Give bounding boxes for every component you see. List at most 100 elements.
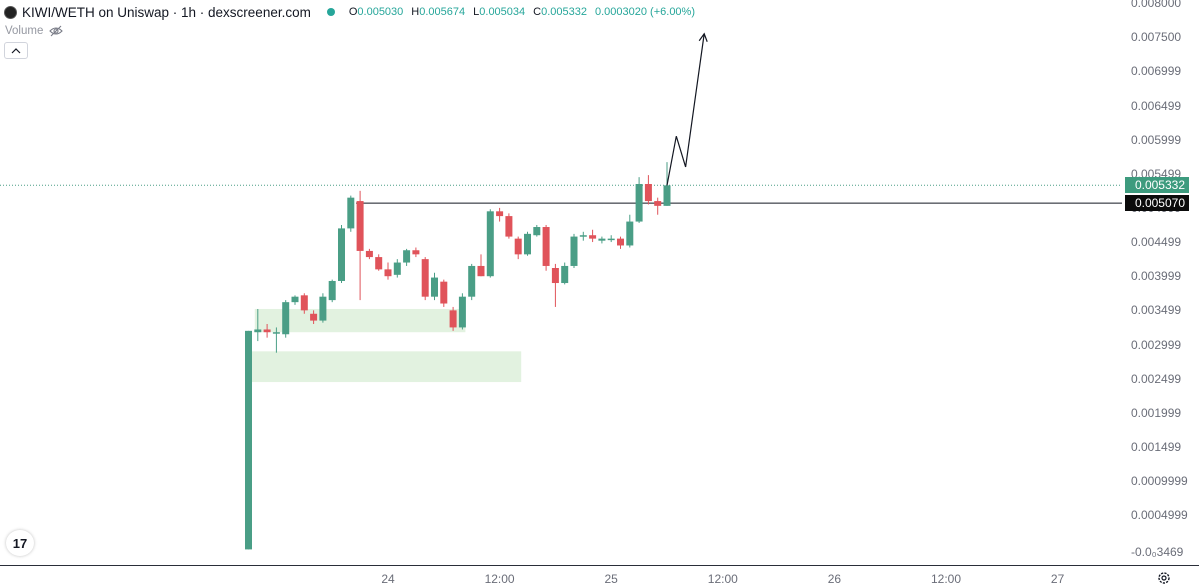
candle-body — [607, 238, 615, 241]
candle-body — [589, 235, 597, 239]
candle-9 — [319, 293, 327, 323]
candle-body — [375, 257, 383, 270]
projection-arrow — [666, 32, 708, 186]
x-tick-label: 12:00 — [930, 572, 962, 586]
candle-20 — [421, 257, 429, 301]
candle-body — [663, 185, 671, 206]
y-tick-label: 0.003999 — [1131, 269, 1182, 284]
candle-body — [486, 211, 494, 277]
candle-body — [496, 211, 504, 217]
ohlc-readout: O0.005030 H0.005674 L0.005034 C0.005332 … — [349, 6, 695, 18]
candle-body — [617, 238, 624, 246]
candle-3 — [263, 324, 271, 338]
candle-body — [254, 329, 262, 333]
candle-24 — [458, 293, 466, 330]
candle-body — [468, 265, 476, 297]
candle-body — [542, 227, 550, 266]
candle-42 — [626, 214, 634, 248]
candle-38 — [589, 229, 597, 243]
y-tick-label: 0.004499 — [1131, 235, 1182, 250]
candle-31 — [524, 231, 531, 256]
candle-body — [282, 302, 290, 335]
volume-label: Volume — [5, 25, 44, 37]
candle-body — [514, 238, 522, 255]
candle-22 — [440, 279, 448, 307]
candle-body — [431, 277, 438, 297]
y-tick-label: 0.001999 — [1131, 405, 1182, 420]
candle-1 — [245, 330, 252, 550]
x-tick-label: 12:00 — [707, 572, 738, 586]
tradingview-logo[interactable]: 17 — [6, 530, 34, 556]
candle-8 — [310, 310, 318, 325]
y-tick-label: 0.0004999 — [1131, 508, 1188, 523]
candle-body — [338, 228, 345, 281]
candle-39 — [598, 236, 606, 244]
fvg-zone-1 — [254, 308, 466, 333]
candle-body — [347, 197, 355, 229]
fvg-zones — [245, 308, 522, 383]
y-tick-label: 0.0009999 — [1131, 474, 1188, 489]
candle-40 — [607, 235, 615, 243]
y-tick-label: 0.002999 — [1131, 337, 1182, 352]
candle-body — [319, 296, 327, 321]
candle-43 — [635, 177, 643, 223]
candle-16 — [384, 262, 392, 280]
candle-28 — [496, 207, 504, 222]
candle-34 — [551, 263, 559, 307]
candle-body — [412, 250, 420, 255]
candle-body — [291, 296, 299, 303]
candle-41 — [617, 236, 624, 249]
candle-body — [533, 227, 541, 236]
x-tick-label: 25 — [604, 572, 618, 586]
candle-19 — [412, 247, 420, 258]
collapse-legend-button[interactable] — [4, 42, 28, 59]
candle-32 — [533, 224, 541, 237]
candle-4 — [272, 327, 280, 353]
candle-45 — [654, 197, 662, 215]
y-tick-label: 0.005999 — [1131, 132, 1182, 147]
y-tick-label: 0.008000 — [1131, 0, 1182, 10]
candle-body — [570, 236, 578, 266]
eye-off-icon[interactable] — [49, 25, 64, 37]
candle-30 — [514, 236, 522, 260]
chevron-up-icon — [11, 47, 21, 53]
candle-body — [449, 310, 457, 328]
candle-11 — [338, 224, 345, 284]
candle-7 — [300, 293, 308, 314]
volume-legend[interactable]: Volume — [5, 25, 64, 37]
candle-17 — [393, 259, 401, 278]
candle-13 — [356, 190, 364, 301]
candles — [245, 162, 671, 550]
horizontal-line-price-tag: 0.005070 — [1125, 195, 1189, 212]
x-tick-label: 24 — [381, 572, 395, 586]
candle-body — [272, 332, 280, 334]
candle-44 — [644, 175, 652, 205]
candle-body — [598, 238, 606, 241]
candle-body — [310, 313, 318, 321]
candle-10 — [328, 279, 336, 303]
candle-36 — [570, 233, 578, 269]
candle-body — [328, 280, 336, 301]
x-tick-label: 26 — [827, 572, 842, 586]
projection-arrowhead — [698, 32, 708, 42]
candle-21 — [431, 272, 438, 301]
price-lines — [0, 184, 1122, 204]
candle-14 — [365, 248, 373, 260]
candle-body — [635, 183, 643, 222]
candle-27 — [486, 209, 494, 278]
gear-icon[interactable] — [1157, 571, 1171, 585]
candle-body — [561, 265, 569, 284]
low-readout: L0.005034 — [473, 6, 526, 18]
candle-6 — [291, 295, 299, 305]
market-status-dot — [326, 8, 335, 16]
y-tick-label: 0.006499 — [1131, 98, 1182, 113]
candle-body — [477, 265, 485, 277]
candle-23 — [449, 306, 457, 331]
fvg-zone-2 — [245, 351, 522, 383]
candle-body — [421, 259, 429, 297]
candle-5 — [282, 300, 290, 338]
high-readout: H0.005674 — [411, 6, 466, 18]
current-price-tag: 0.005332 — [1125, 177, 1189, 194]
chart-title: KIWI/WETH on Uniswap · 1h · dexscreener.… — [22, 4, 311, 20]
